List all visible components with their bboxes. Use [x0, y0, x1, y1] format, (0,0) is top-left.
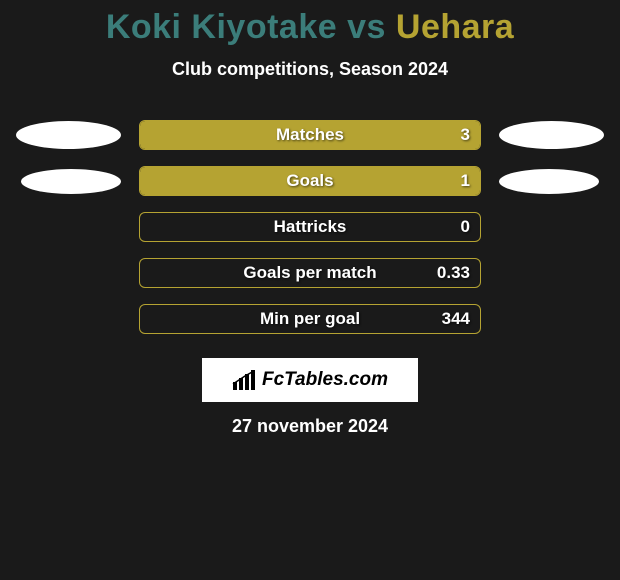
stat-label: Min per goal — [260, 309, 360, 329]
stat-bar: Goals per match 0.33 — [139, 258, 481, 288]
stat-row: Hattricks 0 — [0, 212, 620, 242]
player-b-name: Uehara — [396, 8, 514, 46]
stat-label: Hattricks — [274, 217, 347, 237]
stat-value: 344 — [442, 309, 470, 329]
page-title: Koki Kiyotake vs Uehara — [0, 8, 620, 47]
stat-rows: Matches 3 Goals 1 Hattricks 0 Goals per match 0… — [0, 120, 620, 334]
vs-text: vs — [337, 8, 396, 46]
stat-row: Min per goal 344 — [0, 304, 620, 334]
left-ellipse-icon — [21, 169, 121, 194]
stat-bar: Hattricks 0 — [139, 212, 481, 242]
fctables-logo: FcTables.com — [202, 358, 418, 402]
stat-row: Matches 3 — [0, 120, 620, 150]
player-a-name: Koki Kiyotake — [106, 8, 337, 46]
stat-value: 0.33 — [437, 263, 470, 283]
right-ellipse-icon — [499, 169, 599, 194]
bar-chart-icon — [232, 370, 256, 390]
stat-row: Goals per match 0.33 — [0, 258, 620, 288]
stat-label: Goals — [286, 171, 333, 191]
comparison-infographic: Koki Kiyotake vs Uehara Club competition… — [0, 0, 620, 437]
stat-row: Goals 1 — [0, 166, 620, 196]
logo-text: FcTables.com — [262, 369, 388, 391]
left-ellipse-icon — [16, 121, 121, 149]
stat-bar: Goals 1 — [139, 166, 481, 196]
stat-bar: Matches 3 — [139, 120, 481, 150]
date-text: 27 november 2024 — [0, 416, 620, 437]
stat-value: 1 — [461, 171, 470, 191]
stat-label: Goals per match — [243, 263, 376, 283]
stat-bar: Min per goal 344 — [139, 304, 481, 334]
stat-label: Matches — [276, 125, 344, 145]
right-ellipse-icon — [499, 121, 604, 149]
stat-value: 0 — [461, 217, 470, 237]
subtitle: Club competitions, Season 2024 — [0, 59, 620, 80]
stat-value: 3 — [461, 125, 470, 145]
